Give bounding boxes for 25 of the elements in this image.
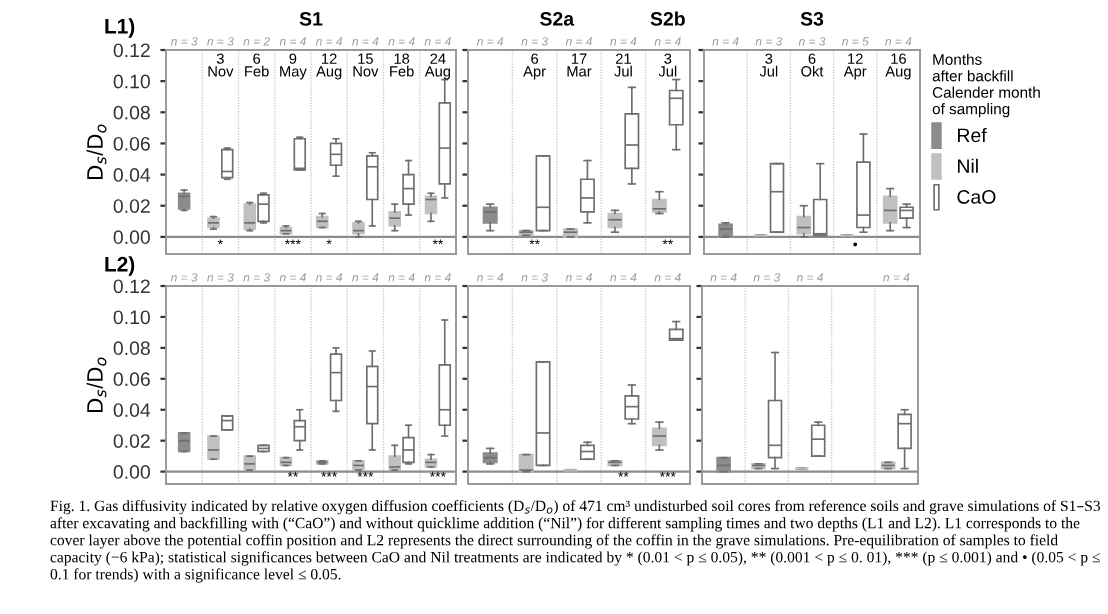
chart-title: S1 (299, 11, 323, 26)
chart-title: S3 (800, 11, 824, 26)
legend-label: Ref (958, 127, 987, 143)
y-tick-label: 0.10 (113, 74, 150, 89)
y-tick-label: 0.10 (113, 310, 150, 325)
text: L2) (105, 256, 135, 276)
y-tick-label: 0.12 (113, 279, 150, 294)
y-tick-label: 0.02 (113, 434, 150, 448)
chart-subtitle: S2b (650, 11, 685, 26)
y-tick-label: 0.06 (113, 136, 150, 151)
y-tick-label: 0.00 (113, 230, 150, 245)
y-tick-label: 0.08 (113, 105, 150, 120)
y-tick-label: 0.04 (113, 168, 151, 182)
y-tick-label: 0.08 (113, 341, 150, 356)
chart-title: S2a (540, 11, 575, 26)
y-tick-label: 0.02 (113, 199, 150, 213)
y-tick-label: 0.04 (113, 403, 151, 417)
legend-label: CaO (957, 190, 996, 204)
y-axis-title: D$_{s}$/D$_{o}$ (86, 357, 107, 412)
legend-label: Nil (958, 158, 978, 173)
y-axis-title: D$_{s}$/D$_{o}$ (86, 124, 107, 179)
text: L1) (105, 18, 135, 38)
y-tick-label: 0.06 (113, 372, 150, 387)
y-tick-label: 0.12 (113, 43, 150, 58)
y-tick-label: 0.00 (113, 465, 150, 479)
